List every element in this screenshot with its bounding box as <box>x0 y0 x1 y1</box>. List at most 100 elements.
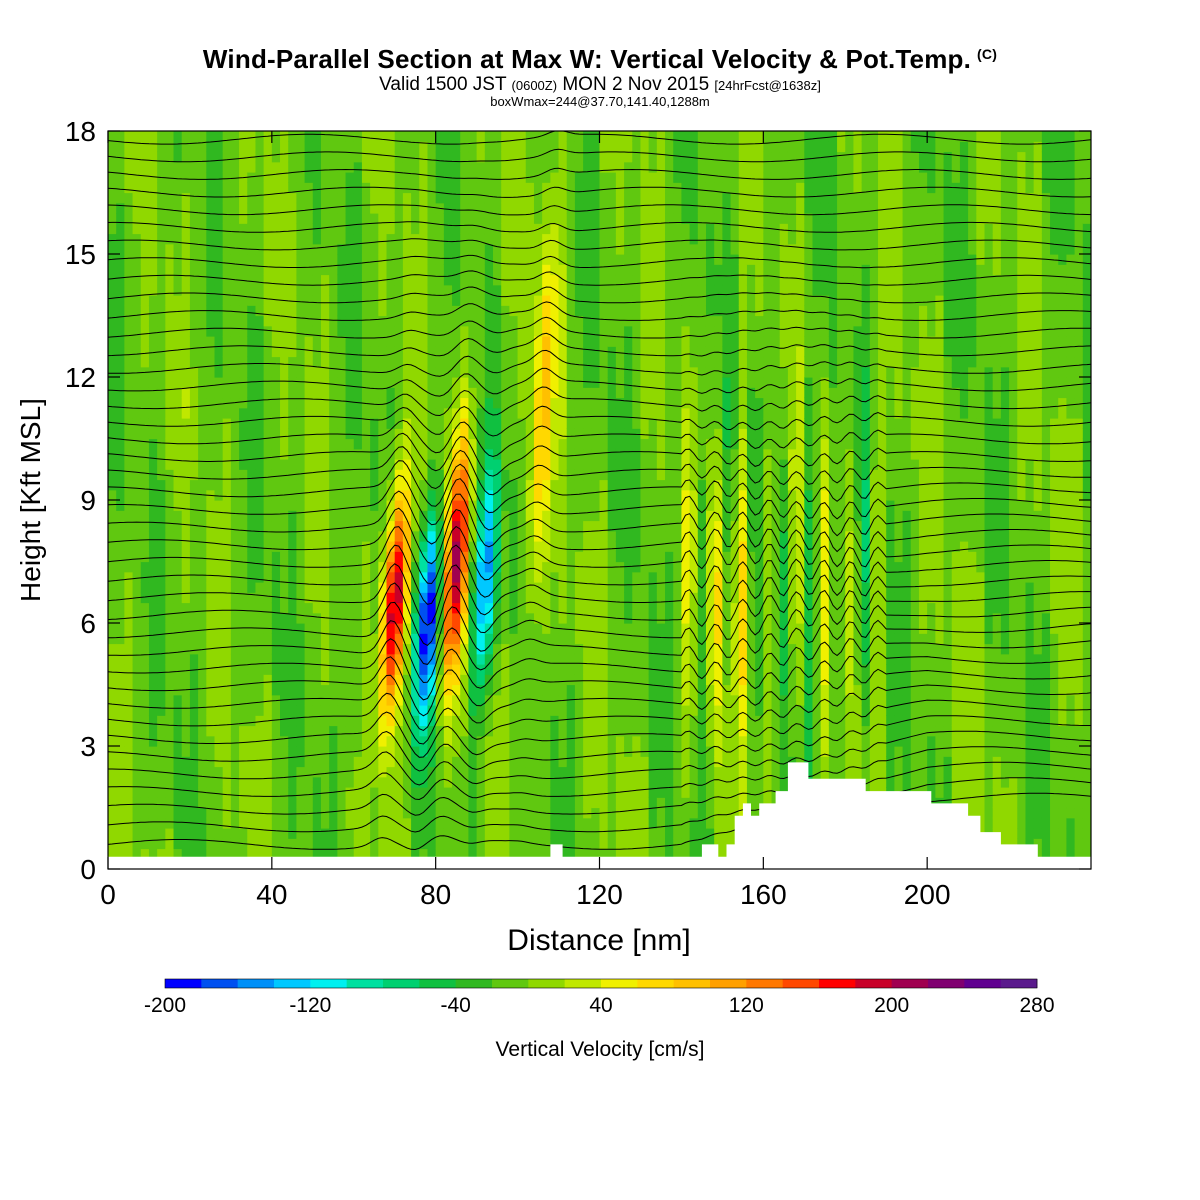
velocity-cell <box>345 233 355 245</box>
velocity-cell <box>116 571 125 583</box>
velocity-cell <box>157 448 166 460</box>
velocity-cell <box>435 571 445 583</box>
velocity-cell <box>181 817 191 829</box>
velocity-cell <box>181 510 191 522</box>
velocity-cell <box>140 438 150 450</box>
velocity-cell <box>665 520 674 532</box>
velocity-cell <box>214 633 224 645</box>
velocity-cell <box>239 418 248 429</box>
velocity-cell <box>443 633 453 645</box>
velocity-cell <box>361 705 371 716</box>
velocity-cell <box>230 202 240 214</box>
velocity-cell <box>198 182 207 194</box>
velocity-cell <box>419 500 429 511</box>
velocity-cell <box>206 418 216 429</box>
velocity-cell <box>517 407 527 419</box>
velocity-cell <box>435 828 445 839</box>
velocity-cell <box>460 387 470 399</box>
velocity-cell <box>222 571 232 583</box>
velocity-cell <box>427 295 437 306</box>
velocity-cell <box>239 776 248 788</box>
velocity-cell <box>533 612 543 624</box>
velocity-cell <box>230 838 240 850</box>
velocity-cell <box>222 705 232 716</box>
velocity-cell <box>198 725 207 737</box>
velocity-cell <box>378 479 388 491</box>
velocity-cell <box>624 807 633 819</box>
velocity-cell <box>116 797 125 809</box>
velocity-cell <box>345 141 355 153</box>
velocity-cell <box>443 387 453 399</box>
velocity-cell <box>345 735 355 747</box>
velocity-cell <box>632 377 642 388</box>
velocity-cell <box>402 674 412 686</box>
velocity-cell <box>239 684 248 696</box>
velocity-cell <box>148 653 158 665</box>
velocity-cell <box>271 571 281 583</box>
velocity-cell <box>271 397 281 409</box>
velocity-cell <box>574 448 584 460</box>
velocity-cell <box>157 725 166 737</box>
velocity-cell <box>132 817 142 829</box>
velocity-cell <box>640 305 650 317</box>
velocity-cell <box>517 233 527 245</box>
velocity-cell <box>648 469 658 481</box>
velocity-cell <box>353 151 363 163</box>
velocity-cell <box>189 418 199 429</box>
velocity-cell <box>271 233 281 245</box>
velocity-cell <box>493 428 502 440</box>
velocity-cell <box>566 387 576 399</box>
velocity-cell <box>206 172 216 183</box>
velocity-cell <box>132 233 142 245</box>
velocity-cell <box>402 807 412 819</box>
velocity-cell <box>247 213 257 224</box>
velocity-cell <box>247 161 257 173</box>
velocity-cell <box>222 141 232 153</box>
velocity-cell <box>370 541 379 552</box>
velocity-cell <box>386 223 396 235</box>
velocity-cell <box>198 346 207 358</box>
velocity-cell <box>263 797 273 809</box>
velocity-cell <box>558 428 568 440</box>
velocity-cell <box>542 254 551 265</box>
velocity-cell <box>304 254 314 265</box>
velocity-cell <box>402 510 412 522</box>
velocity-cell <box>402 336 412 347</box>
velocity-cell <box>607 274 617 286</box>
velocity-cell <box>501 582 510 593</box>
velocity-cell <box>214 705 224 716</box>
velocity-cell <box>132 438 142 450</box>
velocity-cell <box>460 715 470 727</box>
velocity-cell <box>263 284 273 296</box>
velocity-cell <box>533 735 543 747</box>
velocity-cell <box>214 213 224 224</box>
velocity-cell <box>673 684 683 696</box>
velocity-cell <box>157 694 166 706</box>
velocity-cell <box>165 623 175 634</box>
velocity-cell <box>378 684 388 696</box>
velocity-cell <box>173 510 183 522</box>
velocity-cell <box>230 213 240 224</box>
velocity-cell <box>411 254 420 265</box>
velocity-cell <box>468 510 478 522</box>
velocity-cell <box>558 643 568 655</box>
velocity-cell <box>181 202 191 214</box>
velocity-cell <box>509 848 519 860</box>
velocity-cell <box>345 254 355 265</box>
velocity-cell <box>189 561 199 573</box>
velocity-cell <box>337 551 347 563</box>
velocity-cell <box>632 418 642 429</box>
velocity-cell <box>173 161 183 173</box>
velocity-cell <box>427 346 437 358</box>
velocity-cell <box>271 172 281 183</box>
velocity-cell <box>239 397 248 409</box>
velocity-cell <box>394 612 404 624</box>
velocity-cell <box>599 500 609 511</box>
velocity-cell <box>386 366 396 378</box>
velocity-cell <box>230 192 240 204</box>
velocity-cell <box>443 838 453 850</box>
velocity-cell <box>312 151 322 163</box>
velocity-cell <box>222 838 232 850</box>
velocity-cell <box>452 243 461 255</box>
velocity-cell <box>427 756 437 768</box>
